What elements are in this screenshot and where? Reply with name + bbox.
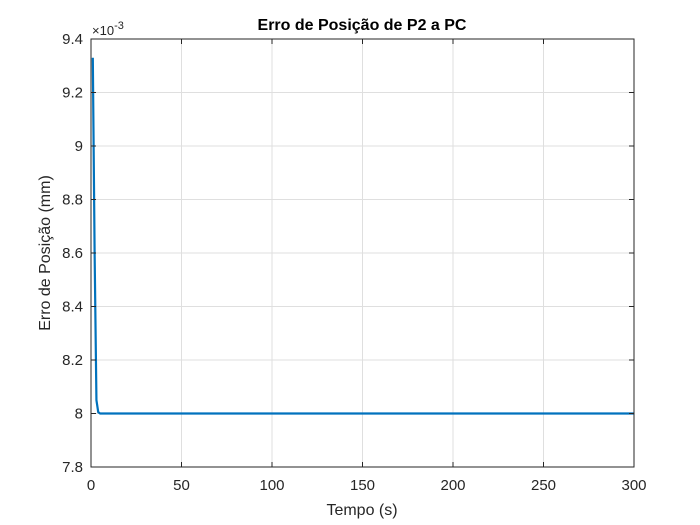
x-tick-label: 0 [87,477,95,494]
y-tick-label: 8 [75,406,83,423]
y-axis-label: Erro de Posição (mm) [37,175,54,331]
x-tick-label: 50 [173,477,190,494]
x-tick-label: 150 [350,477,375,494]
x-axis-label: Tempo (s) [326,502,397,519]
y-tick-label: 8.8 [62,192,83,209]
y-tick-label: 8.2 [62,352,83,369]
x-tick-label: 200 [440,477,465,494]
x-tick-label: 300 [621,477,646,494]
x-tick-label: 250 [531,477,556,494]
tick-labels: 0 50 100 150 200 250 300 7.8 8 8.2 8.4 8.6 8.8 9 9.2 9.… [62,31,646,494]
chart-title: Erro de Posição de P2 a PC [258,17,467,34]
series-line [91,57,634,415]
grid [91,39,634,467]
y-axis-exponent-power: -3 [114,20,124,32]
y-tick-label: 9.2 [62,85,83,102]
y-axis-exponent-base: ×10 [92,23,114,38]
x-tick-label: 100 [259,477,284,494]
y-tick-label: 9 [75,138,83,155]
y-tick-label: 8.4 [62,299,83,316]
y-tick-label: 7.8 [62,459,83,476]
y-tick-label: 9.4 [62,31,83,48]
ticks [90,38,635,468]
series-layer [91,57,634,415]
y-axis-exponent: ×10-3 [92,20,124,38]
y-tick-label: 8.6 [62,245,83,262]
